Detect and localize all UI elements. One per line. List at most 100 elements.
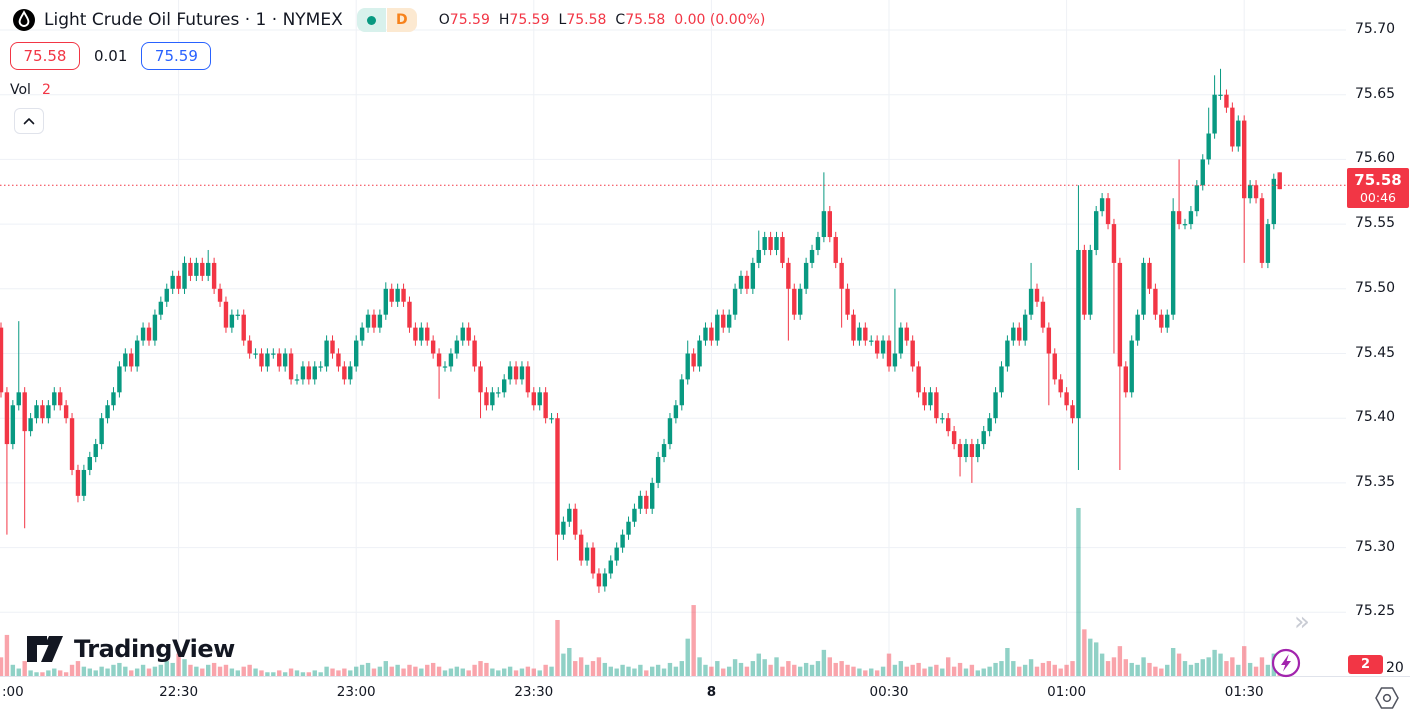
candle-body <box>271 353 276 355</box>
high-label: H <box>498 12 510 28</box>
candle-body <box>348 366 353 380</box>
volume-bar <box>620 664 625 676</box>
volume-bar <box>507 666 513 676</box>
close-value: 75.58 <box>625 12 666 28</box>
volume-bar <box>596 657 602 676</box>
volume-bar <box>1224 661 1229 676</box>
candle-body <box>715 314 720 341</box>
volume-bar <box>851 666 856 676</box>
candle-body <box>638 495 643 509</box>
volume-bar <box>1141 657 1146 676</box>
volume-bar <box>792 664 797 676</box>
candle-body <box>502 379 507 393</box>
volume-bar <box>756 653 761 676</box>
instant-trading-button[interactable] <box>1270 647 1302 679</box>
tradingview-logo[interactable]: TradingView <box>26 634 235 664</box>
volume-bar <box>667 662 673 676</box>
volume-bar <box>1123 659 1128 676</box>
candle-body <box>1099 198 1105 212</box>
volume-bar <box>478 661 483 676</box>
collapse-legend-button[interactable] <box>14 108 44 134</box>
volume-bar <box>229 668 235 676</box>
volume-bar <box>946 657 951 676</box>
volume-bar <box>833 662 838 676</box>
candle-body <box>1022 314 1028 341</box>
time-axis-label: 22:30 <box>159 684 199 700</box>
volume-bar <box>821 649 827 676</box>
price-axis[interactable]: 75.58 00:46 2 20 75.70 75.65 75.60 75.55 75.… <box>1346 0 1410 676</box>
volume-bar <box>1153 666 1158 676</box>
candle-body <box>63 405 69 419</box>
volume-bar <box>140 664 146 676</box>
candle-body <box>158 301 164 315</box>
candle-body <box>602 573 608 587</box>
candle-body <box>478 366 483 393</box>
volume-bar <box>1159 668 1164 676</box>
candle-body <box>140 327 146 341</box>
volume-bar <box>1147 662 1152 676</box>
candle-body <box>407 301 412 328</box>
volume-bar <box>561 653 566 676</box>
candle-body <box>58 392 63 406</box>
candle-body <box>395 288 400 302</box>
candle-body <box>1165 314 1170 328</box>
candle-body <box>738 275 744 289</box>
candle-body <box>1194 185 1200 212</box>
candle-body <box>1105 198 1111 225</box>
volume-bar <box>152 666 158 676</box>
candle-body <box>1230 107 1235 147</box>
axis-separator <box>0 676 1410 677</box>
candle-body <box>1088 249 1093 315</box>
candle-body <box>16 392 21 406</box>
candle-body <box>164 288 169 302</box>
sell-button[interactable]: 75.58 <box>10 42 80 70</box>
candle-body <box>194 262 199 276</box>
buy-button[interactable]: 75.59 <box>141 42 212 70</box>
candle-body <box>466 327 471 341</box>
scroll-to-realtime-button[interactable]: » <box>1294 607 1310 637</box>
candle-body <box>377 314 383 328</box>
candle-body <box>10 405 16 445</box>
candle-body <box>667 418 673 445</box>
candle-body <box>1135 314 1140 341</box>
volume-bar <box>869 668 874 676</box>
volume-bar <box>1265 664 1271 676</box>
volume-bar <box>1094 642 1099 676</box>
candle-body <box>448 353 454 367</box>
volume-legend[interactable]: Vol 2 <box>10 82 51 98</box>
data-mode-badge[interactable]: D <box>386 8 417 32</box>
candle-body <box>1200 159 1205 186</box>
price-axis-label: 75.30 <box>1355 538 1396 555</box>
volume-axis-badge: 2 <box>1348 655 1383 674</box>
volume-bar <box>69 664 75 676</box>
candle-body <box>425 327 430 341</box>
volume-bar <box>348 670 353 676</box>
volume-bar <box>715 661 720 676</box>
volume-bar <box>448 668 454 676</box>
chevron-up-icon <box>23 118 35 125</box>
volume-bar <box>28 670 33 676</box>
price-axis-label: 75.70 <box>1355 21 1396 37</box>
market-status-button[interactable] <box>356 8 386 32</box>
candle-body <box>152 314 158 341</box>
volume-bar <box>1058 668 1063 676</box>
axis-settings-button[interactable] <box>1372 684 1402 716</box>
volume-bar <box>182 659 187 676</box>
candle-body <box>490 392 495 406</box>
candle-body <box>561 521 566 535</box>
volume-bar <box>857 668 862 676</box>
candle-body <box>963 444 969 458</box>
time-axis[interactable]: :00 22:30 23:00 23:30 8 00:30 01:00 01:30 <box>0 677 1410 716</box>
market-open-dot-icon <box>366 15 376 25</box>
candle-body <box>1182 224 1188 226</box>
volume-bar <box>957 662 963 676</box>
volume-bar <box>993 662 998 676</box>
volume-bar <box>288 668 294 676</box>
candle-body <box>123 353 128 367</box>
time-axis-label: 00:30 <box>869 684 909 700</box>
symbol-title[interactable]: Light Crude Oil Futures · 1 · NYMEX <box>44 10 343 30</box>
candle-body <box>52 392 57 406</box>
candle-body <box>182 262 187 289</box>
candle-body <box>578 534 584 561</box>
